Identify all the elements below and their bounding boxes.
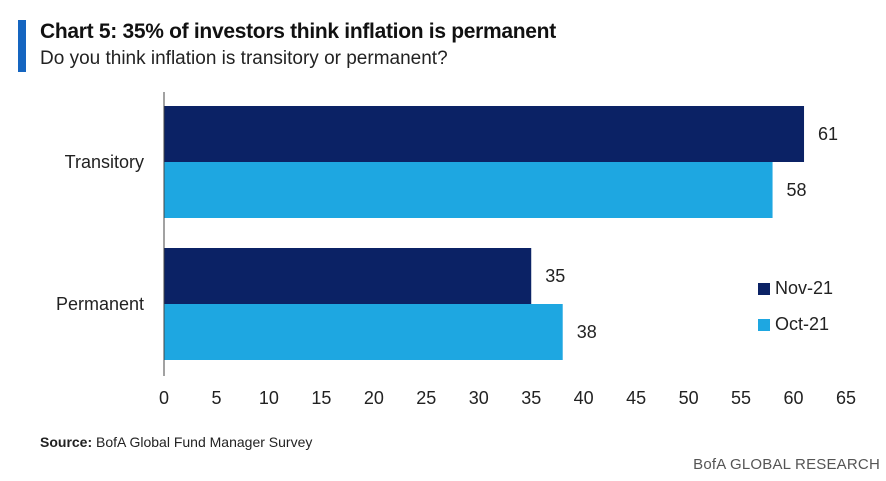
legend-label-oct-21: Oct-21 <box>775 314 829 334</box>
bar-permanent-oct-21 <box>164 304 563 360</box>
x-tick-label: 20 <box>364 388 384 408</box>
legend-swatch-nov-21 <box>758 283 770 295</box>
category-label: Permanent <box>56 294 144 314</box>
source-note: Source: BofA Global Fund Manager Survey <box>40 434 312 450</box>
x-tick-label: 65 <box>836 388 856 408</box>
bar-permanent-nov-21 <box>164 248 532 304</box>
x-tick-label: 45 <box>626 388 646 408</box>
data-label: 58 <box>787 180 807 200</box>
bar-transitory-oct-21 <box>164 162 773 218</box>
chart-subtitle: Do you think inflation is transitory or … <box>40 48 448 69</box>
category-label: Transitory <box>65 152 144 172</box>
x-tick-label: 60 <box>784 388 804 408</box>
x-tick-label: 35 <box>521 388 541 408</box>
data-label: 35 <box>545 266 565 286</box>
title-accent-bar <box>18 20 26 72</box>
x-tick-label: 10 <box>259 388 279 408</box>
source-text: BofA Global Fund Manager Survey <box>96 434 313 450</box>
bar-transitory-nov-21 <box>164 106 805 162</box>
chart-title: Chart 5: 35% of investors think inflatio… <box>40 20 556 43</box>
x-tick-label: 55 <box>731 388 751 408</box>
x-tick-label: 40 <box>574 388 594 408</box>
data-label: 38 <box>577 322 597 342</box>
data-label: 61 <box>818 124 838 144</box>
x-tick-label: 50 <box>679 388 699 408</box>
source-label: Source: <box>40 434 93 450</box>
x-tick-label: 0 <box>159 388 169 408</box>
x-tick-label: 5 <box>211 388 221 408</box>
bar-chart: 61 58 Transitory 35 38 Permanent 0 5 10 15 20 25 30 3… <box>56 92 856 408</box>
brand-label: BofA GLOBAL RESEARCH <box>693 456 880 473</box>
legend-label-nov-21: Nov-21 <box>775 278 833 298</box>
legend-swatch-oct-21 <box>758 319 770 331</box>
x-tick-label: 15 <box>311 388 331 408</box>
x-tick-label: 25 <box>416 388 436 408</box>
x-tick-label: 30 <box>469 388 489 408</box>
